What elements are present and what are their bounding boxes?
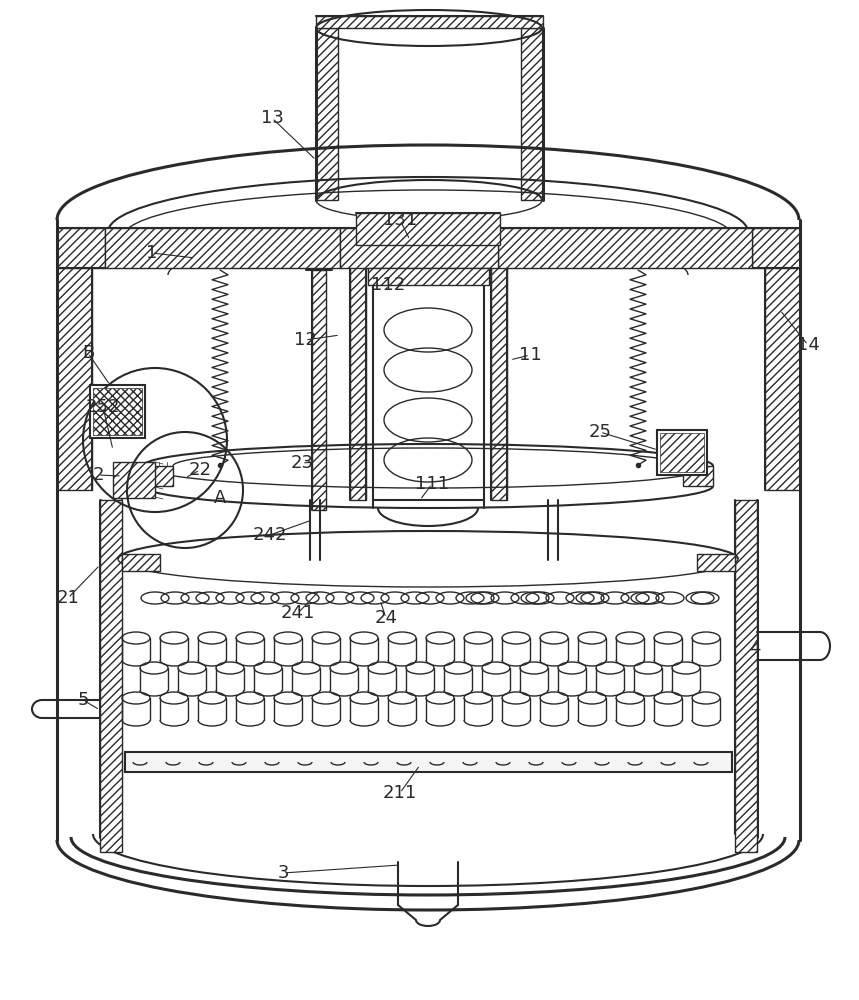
Text: A: A — [214, 489, 226, 507]
Polygon shape — [113, 462, 155, 498]
Polygon shape — [752, 228, 800, 268]
Polygon shape — [100, 500, 122, 852]
Polygon shape — [90, 385, 145, 438]
Text: 252: 252 — [86, 398, 120, 416]
Polygon shape — [498, 228, 752, 268]
Polygon shape — [312, 270, 326, 510]
Polygon shape — [316, 28, 338, 200]
Text: 211: 211 — [383, 784, 417, 802]
Polygon shape — [521, 28, 543, 200]
Polygon shape — [350, 245, 366, 500]
Polygon shape — [491, 245, 507, 500]
Text: 11: 11 — [519, 346, 541, 364]
Polygon shape — [57, 228, 105, 268]
Text: 1: 1 — [146, 244, 158, 262]
Polygon shape — [368, 268, 489, 285]
Text: 24: 24 — [375, 609, 398, 627]
Text: 23: 23 — [290, 454, 314, 472]
Text: 13: 13 — [260, 109, 283, 127]
Polygon shape — [340, 228, 498, 268]
Text: 241: 241 — [281, 604, 315, 622]
Polygon shape — [657, 430, 707, 475]
Text: 5: 5 — [77, 691, 88, 709]
Text: B: B — [82, 344, 94, 362]
Text: 111: 111 — [415, 475, 449, 493]
Polygon shape — [735, 500, 757, 852]
Polygon shape — [57, 268, 92, 490]
Polygon shape — [143, 466, 173, 486]
Polygon shape — [105, 228, 340, 268]
Text: 22: 22 — [188, 461, 211, 479]
Text: 112: 112 — [371, 276, 405, 294]
Text: 14: 14 — [796, 336, 819, 354]
Polygon shape — [765, 268, 800, 490]
Polygon shape — [316, 16, 543, 28]
Text: 4: 4 — [749, 639, 761, 657]
Text: 3: 3 — [277, 864, 289, 882]
Text: 131: 131 — [383, 211, 417, 229]
Polygon shape — [122, 554, 160, 571]
Polygon shape — [683, 466, 713, 486]
Polygon shape — [697, 554, 735, 571]
Polygon shape — [356, 213, 500, 245]
Text: 242: 242 — [253, 526, 287, 544]
Polygon shape — [660, 433, 704, 472]
Polygon shape — [93, 388, 142, 435]
Text: 21: 21 — [57, 589, 79, 607]
Text: 12: 12 — [294, 331, 316, 349]
Text: 25: 25 — [588, 423, 612, 441]
Text: 2: 2 — [92, 466, 104, 484]
Polygon shape — [125, 752, 732, 772]
